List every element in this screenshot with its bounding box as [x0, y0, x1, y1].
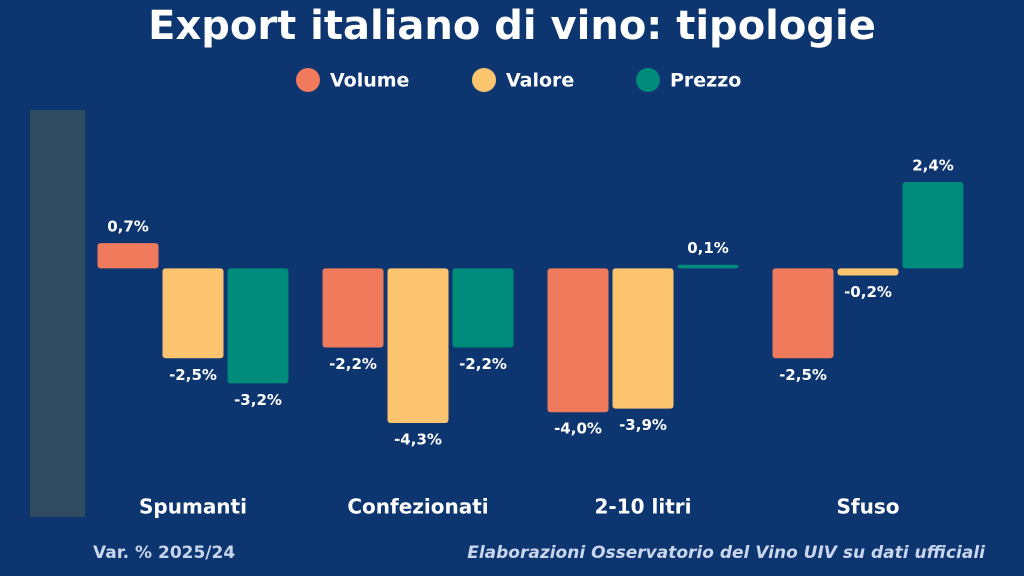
source: Elaborazioni Osservatorio del Vino UIV s…	[467, 543, 986, 563]
value-label: 2,4%	[912, 157, 954, 175]
bar	[387, 268, 449, 423]
bar	[612, 268, 674, 409]
legend-marker	[296, 68, 320, 92]
legend-label: Volume	[330, 70, 409, 92]
legend-label: Valore	[506, 70, 574, 92]
bar	[452, 268, 514, 348]
legend-marker	[636, 68, 660, 92]
bar	[677, 264, 739, 269]
value-label: -4,3%	[394, 431, 442, 449]
value-label: 0,1%	[687, 239, 729, 257]
bar	[322, 268, 384, 348]
legend-label: Prezzo	[670, 70, 741, 92]
bar	[227, 268, 289, 384]
x-tick-label: Sfuso	[837, 495, 900, 519]
bar	[772, 268, 834, 359]
x-tick-label: 2-10 litri	[594, 495, 691, 519]
x-tick-label: Spumanti	[139, 495, 247, 519]
value-label: -2,5%	[779, 366, 827, 384]
side-panel	[30, 110, 85, 517]
bar	[97, 243, 159, 269]
value-label: -3,2%	[234, 391, 282, 409]
value-label: -0,2%	[844, 283, 892, 301]
value-label: -3,9%	[619, 416, 667, 434]
value-label: -4,0%	[554, 420, 602, 438]
chart-title: Export italiano di vino: tipologie	[148, 3, 876, 49]
bar	[162, 268, 224, 359]
bar	[902, 182, 964, 269]
bar	[547, 268, 609, 413]
value-label: 0,7%	[107, 218, 149, 236]
value-label: -2,2%	[459, 355, 507, 373]
bar	[837, 268, 899, 276]
x-tick-label: Confezionati	[347, 495, 488, 519]
value-label: -2,2%	[329, 355, 377, 373]
subtitle: Var. % 2025/24	[93, 543, 235, 563]
value-label: -2,5%	[169, 366, 217, 384]
legend-marker	[472, 68, 496, 92]
